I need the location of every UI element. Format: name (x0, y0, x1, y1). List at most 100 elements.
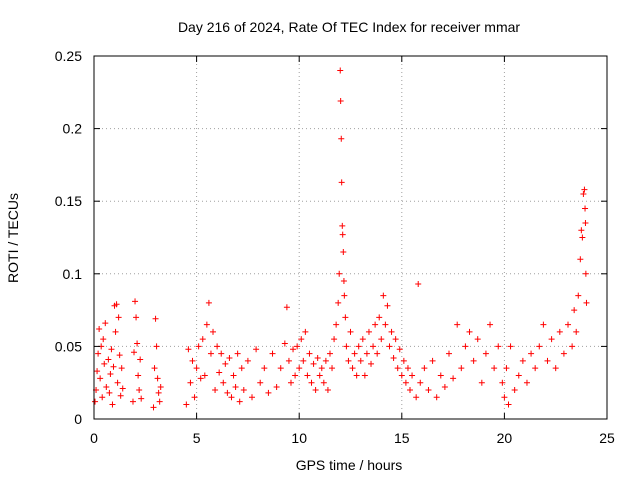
data-point (306, 350, 313, 357)
data-point (532, 365, 539, 372)
data-point (296, 365, 303, 372)
data-point (277, 365, 284, 372)
data-point (298, 336, 305, 343)
data-point (199, 336, 206, 343)
data-point (565, 321, 572, 328)
data-point (394, 365, 401, 372)
data-point (136, 386, 143, 393)
data-point (314, 355, 321, 362)
data-point (114, 379, 121, 386)
data-point (338, 135, 345, 142)
data-point (340, 249, 347, 256)
data-point (292, 372, 299, 379)
data-point (157, 384, 164, 391)
data-point (135, 372, 142, 379)
data-point (441, 384, 448, 391)
data-point (312, 386, 319, 393)
data-point (210, 328, 217, 335)
data-point (345, 357, 352, 364)
data-point (108, 346, 115, 353)
data-point (368, 360, 375, 367)
data-point (415, 280, 422, 287)
data-point (571, 307, 578, 314)
data-point (112, 328, 119, 335)
data-point (118, 365, 125, 372)
data-point (97, 375, 104, 382)
data-point (115, 314, 122, 321)
data-point (466, 328, 473, 335)
data-point (236, 398, 243, 405)
data-point (388, 328, 395, 335)
data-point (523, 379, 530, 386)
data-point (398, 372, 405, 379)
data-point (101, 360, 108, 367)
data-point (578, 227, 585, 234)
data-point (300, 357, 307, 364)
data-point (583, 299, 590, 306)
y-tick-label: 0.05 (55, 338, 82, 354)
data-point (552, 365, 559, 372)
data-point (302, 328, 309, 335)
data-point (240, 386, 247, 393)
y-axis-label: ROTI / TECUs (5, 193, 21, 283)
data-point (505, 401, 512, 408)
data-point (269, 350, 276, 357)
gridlines (94, 56, 607, 419)
data-point (353, 372, 360, 379)
data-point (404, 365, 411, 372)
data-point (560, 350, 567, 357)
data-point (228, 394, 235, 401)
data-point (138, 395, 145, 402)
data-point (318, 365, 325, 372)
data-point (437, 372, 444, 379)
data-point (402, 379, 409, 386)
data-point (429, 357, 436, 364)
data-point (487, 321, 494, 328)
data-point (380, 292, 387, 299)
data-point (257, 379, 264, 386)
data-point (155, 389, 162, 396)
data-point (340, 278, 347, 285)
x-tick-label: 10 (291, 430, 307, 446)
data-point (384, 302, 391, 309)
data-point (462, 343, 469, 350)
data-point (349, 365, 356, 372)
data-point (224, 389, 231, 396)
data-point (133, 314, 140, 321)
data-point (285, 357, 292, 364)
data-point (575, 292, 582, 299)
data-point (470, 357, 477, 364)
data-point (515, 372, 522, 379)
data-point (134, 340, 141, 347)
data-point (450, 375, 457, 382)
data-point (363, 350, 370, 357)
data-point (548, 336, 555, 343)
data-point (407, 386, 414, 393)
data-point (376, 314, 383, 321)
data-point (273, 384, 280, 391)
data-point (117, 392, 124, 399)
data-point (499, 379, 506, 386)
data-point (132, 298, 139, 305)
data-point (153, 343, 160, 350)
data-point (96, 325, 103, 332)
data-point (324, 386, 331, 393)
data-point (365, 328, 372, 335)
data-point (338, 179, 345, 186)
data-point (216, 369, 223, 376)
data-point (152, 315, 159, 322)
data-point (205, 299, 212, 306)
data-point (109, 401, 116, 408)
data-point (378, 336, 385, 343)
data-point (540, 321, 547, 328)
data-point (482, 350, 489, 357)
data-point (458, 365, 465, 372)
data-point (214, 343, 221, 350)
data-point (342, 314, 349, 321)
data-point (390, 355, 397, 362)
data-point (244, 357, 251, 364)
y-tick-label: 0.15 (55, 193, 82, 209)
y-tick-label: 0.2 (63, 121, 83, 137)
data-point (445, 350, 452, 357)
